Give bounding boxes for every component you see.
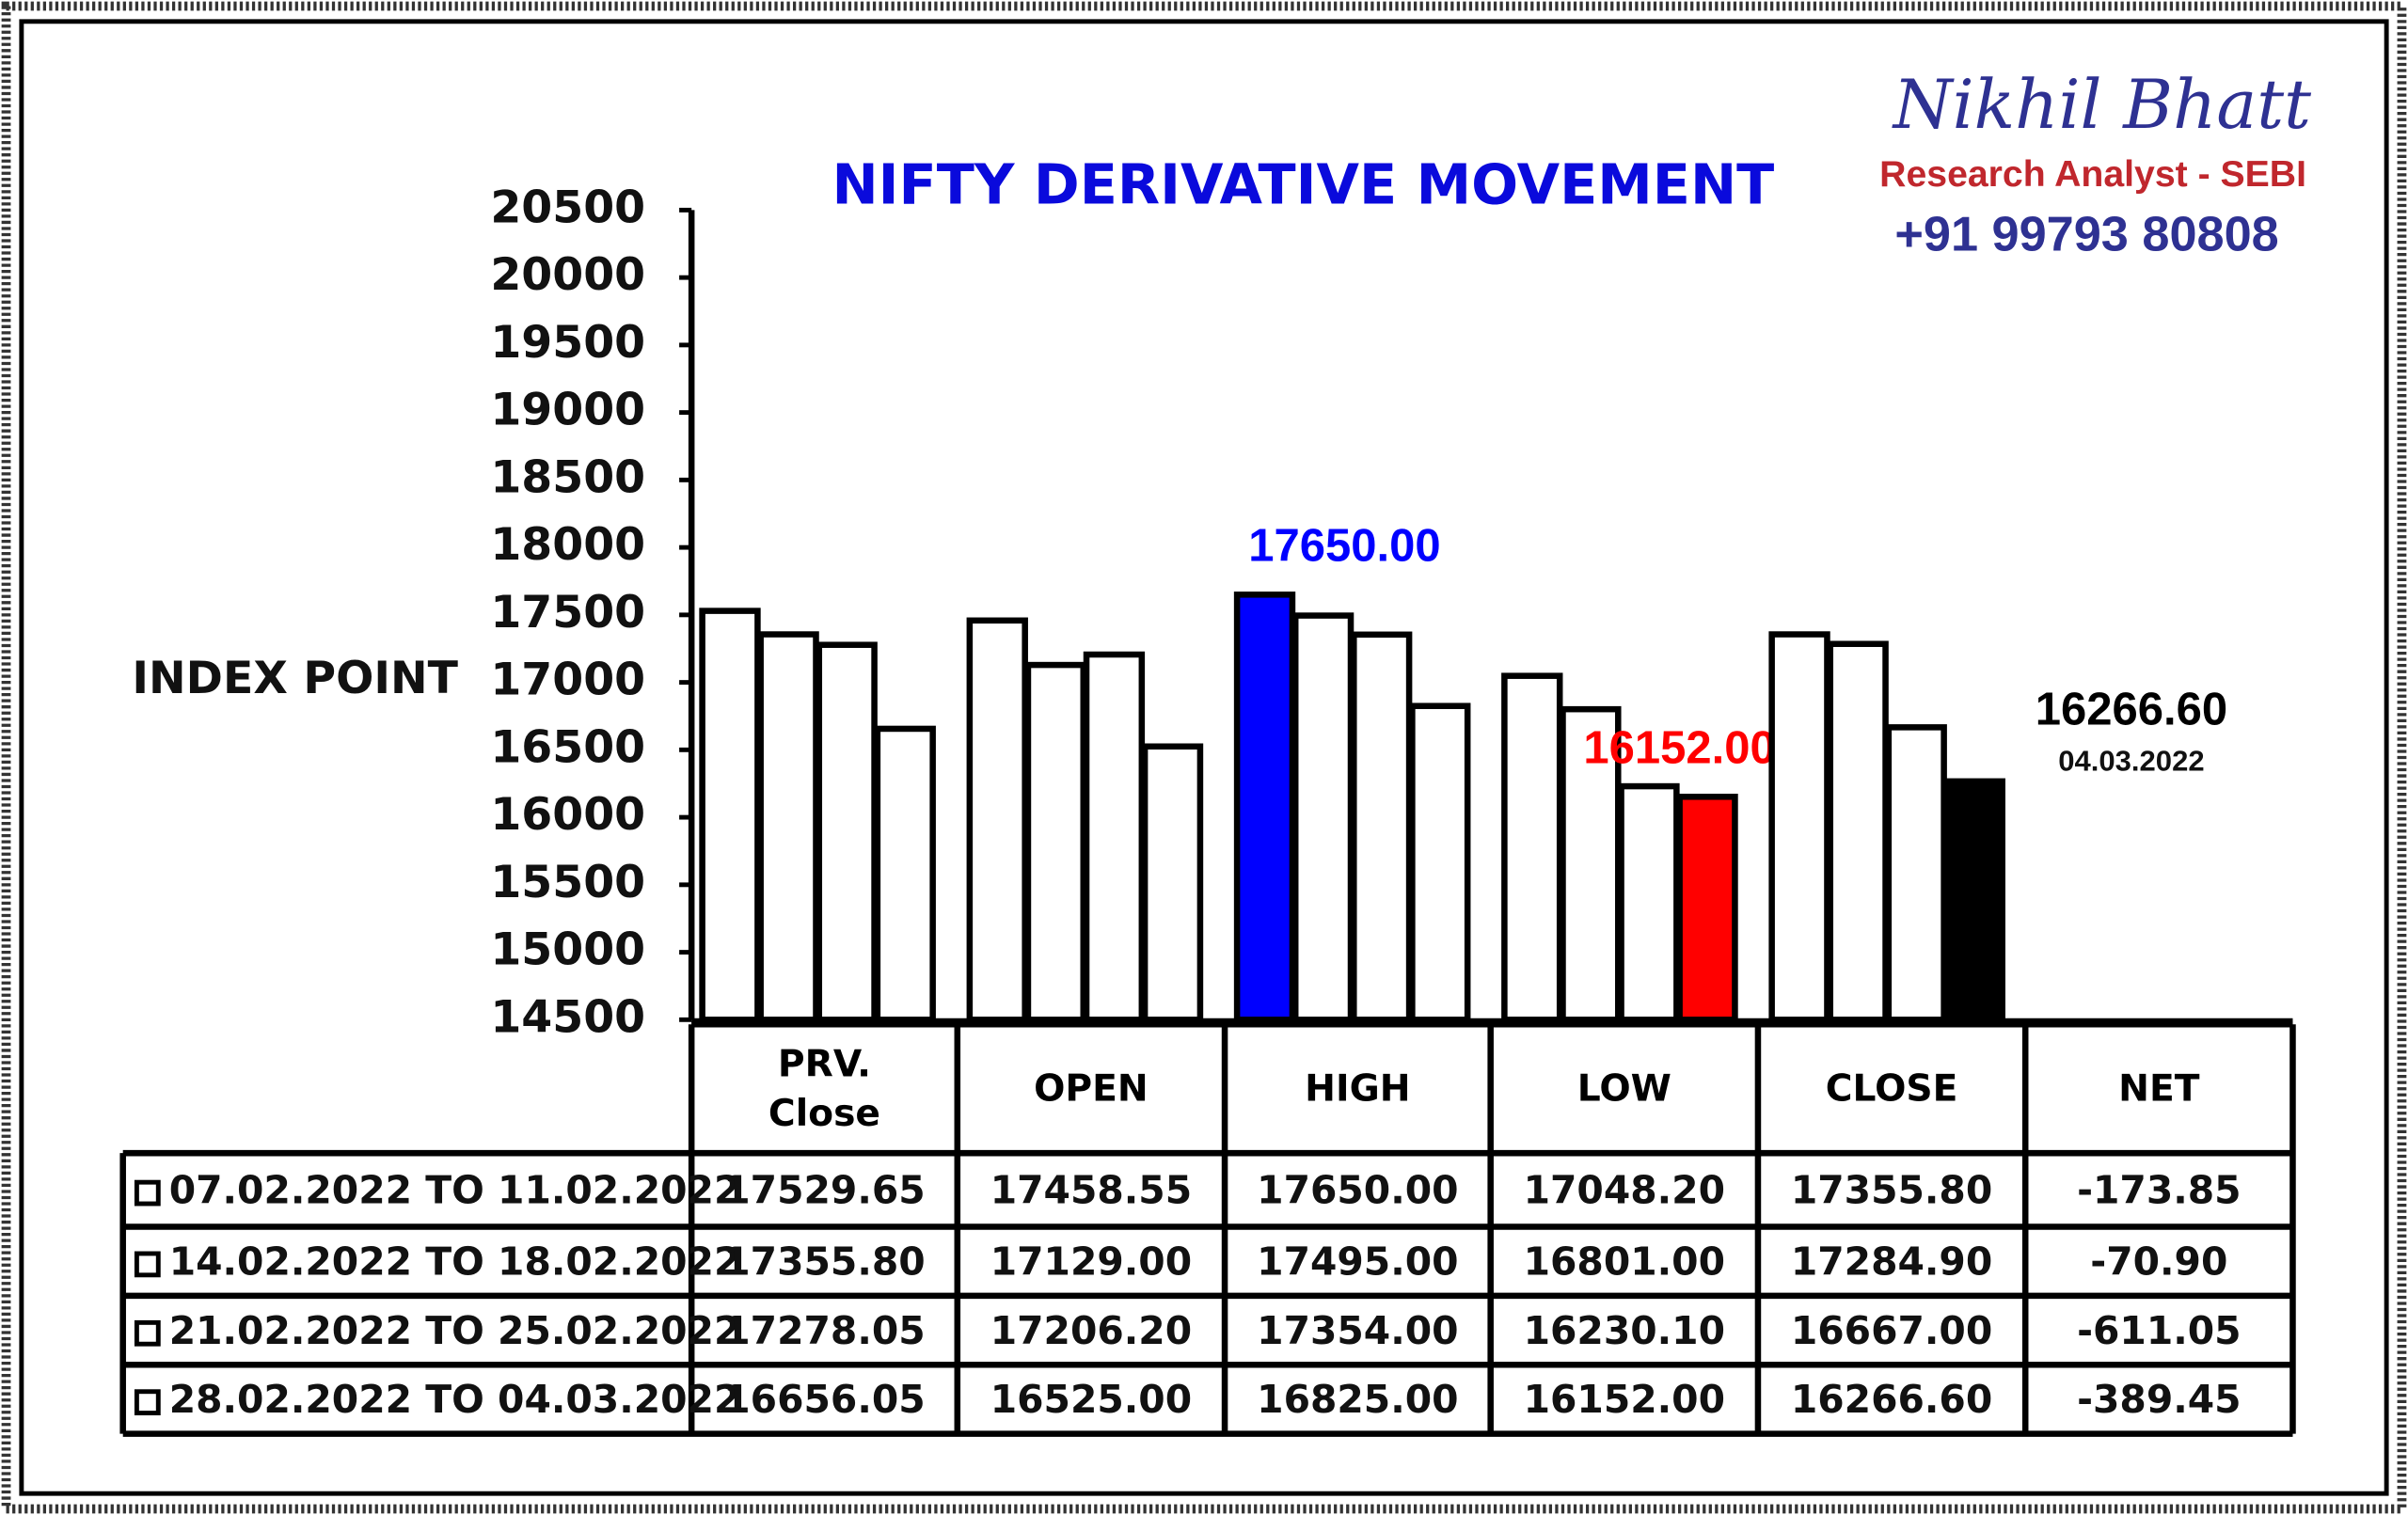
- table-cell: -389.45: [2077, 1377, 2242, 1422]
- bar: [966, 617, 1028, 1023]
- header-text: NET: [2118, 1066, 2200, 1111]
- table-cell: 16525.00: [990, 1377, 1192, 1422]
- table-cell: 17529.65: [723, 1168, 925, 1213]
- bar: [1291, 612, 1354, 1023]
- y-tick-label: 18000: [490, 519, 645, 571]
- table-header-cell: PRV. Close: [768, 1042, 881, 1135]
- y-tick-label: 20000: [490, 249, 645, 301]
- table-cell: 17355.80: [723, 1239, 925, 1284]
- bar-annotation: 17650.00: [1248, 520, 1440, 571]
- table-cell: -173.85: [2077, 1168, 2242, 1213]
- legend-key: [134, 1251, 161, 1278]
- bar: [1024, 661, 1087, 1023]
- y-tick-label: 15000: [490, 924, 645, 976]
- table-cell: 16230.10: [1524, 1308, 1725, 1353]
- table-cell: 17355.80: [1791, 1168, 1992, 1213]
- table-header-cell: LOW: [1576, 1066, 1671, 1111]
- table-cell: 17495.00: [1257, 1239, 1458, 1284]
- bar: [1233, 592, 1296, 1023]
- brand-name: Nikhil Bhatt: [1892, 65, 2311, 144]
- table-cell: 17354.00: [1257, 1308, 1458, 1353]
- table-header-cell: NET: [2118, 1066, 2200, 1111]
- header-text: LOW: [1576, 1066, 1671, 1111]
- bar: [816, 641, 878, 1023]
- bar: [1409, 702, 1471, 1023]
- bar: [699, 608, 761, 1023]
- y-tick-label: 15500: [490, 857, 645, 908]
- bar: [1618, 782, 1680, 1023]
- legend-label: 21.02.2022 TO 25.02.2022: [169, 1308, 741, 1353]
- header-text: HIGH: [1305, 1066, 1411, 1111]
- table-cell: 17458.55: [990, 1168, 1192, 1213]
- table-header-cell: CLOSE: [1825, 1066, 1958, 1111]
- brand-phone: +91 99793 80808: [1894, 208, 2278, 262]
- bar: [1351, 631, 1413, 1023]
- bar: [1501, 672, 1563, 1023]
- y-tick-label: 16500: [490, 721, 645, 773]
- legend-label: 07.02.2022 TO 11.02.2022: [169, 1168, 741, 1213]
- chart-title: NIFTY DERIVATIVE MOVEMENT: [832, 152, 1774, 217]
- table-cell: -70.90: [2090, 1239, 2227, 1284]
- y-tick-label: 20500: [490, 181, 645, 233]
- legend-key: [134, 1389, 161, 1416]
- table-cell: 17650.00: [1257, 1168, 1458, 1213]
- bar: [1943, 778, 2005, 1023]
- table-header-cell: OPEN: [1034, 1066, 1149, 1111]
- bar: [757, 631, 819, 1023]
- date-annotation: 04.03.2022: [2058, 744, 2204, 777]
- y-tick-label: 14500: [490, 991, 645, 1043]
- table-cell: 16825.00: [1257, 1377, 1458, 1422]
- header-text: CLOSE: [1825, 1066, 1958, 1111]
- y-tick-label: 18500: [490, 451, 645, 503]
- table-cell: 17278.05: [723, 1308, 925, 1353]
- header-text: PRV. Close: [768, 1042, 881, 1135]
- bar: [1560, 705, 1622, 1023]
- legend-key: [134, 1179, 161, 1207]
- bar-annotation: 16266.60: [2036, 684, 2227, 734]
- table-cell: 17206.20: [990, 1308, 1192, 1353]
- y-tick-label: 19500: [490, 317, 645, 369]
- legend-label: 14.02.2022 TO 18.02.2022: [169, 1239, 741, 1284]
- table-cell: 16656.05: [723, 1377, 925, 1422]
- table-cell: 17048.20: [1524, 1168, 1725, 1213]
- y-tick-label: 17500: [490, 587, 645, 639]
- bar: [1885, 724, 1947, 1023]
- header-text: OPEN: [1034, 1066, 1149, 1111]
- y-tick-label: 19000: [490, 385, 645, 436]
- inner-border: [19, 19, 2389, 1496]
- y-tick-label: 16000: [490, 789, 645, 841]
- bar-annotation: 16152.00: [1583, 722, 1775, 773]
- table-cell: 17284.90: [1791, 1239, 1992, 1284]
- table-cell: 16667.00: [1791, 1308, 1992, 1353]
- y-axis-label: INDEX POINT: [132, 653, 458, 704]
- y-tick-label: 17000: [490, 655, 645, 706]
- legend-label: 28.02.2022 TO 04.03.2022: [169, 1377, 741, 1422]
- legend-key: [134, 1319, 161, 1347]
- table-header-cell: HIGH: [1305, 1066, 1411, 1111]
- bar: [1768, 631, 1830, 1023]
- bar: [1676, 794, 1738, 1023]
- table-cell: 16266.60: [1791, 1377, 1992, 1422]
- brand-role: Research Analyst - SEBI: [1879, 154, 2306, 195]
- bar: [1141, 743, 1204, 1023]
- table-cell: 17129.00: [990, 1239, 1192, 1284]
- table-cell: 16152.00: [1524, 1377, 1725, 1422]
- bar: [1827, 640, 1889, 1023]
- bar: [1083, 651, 1146, 1023]
- table-cell: -611.05: [2077, 1308, 2242, 1353]
- table-cell: 16801.00: [1524, 1239, 1725, 1284]
- bar: [874, 725, 936, 1023]
